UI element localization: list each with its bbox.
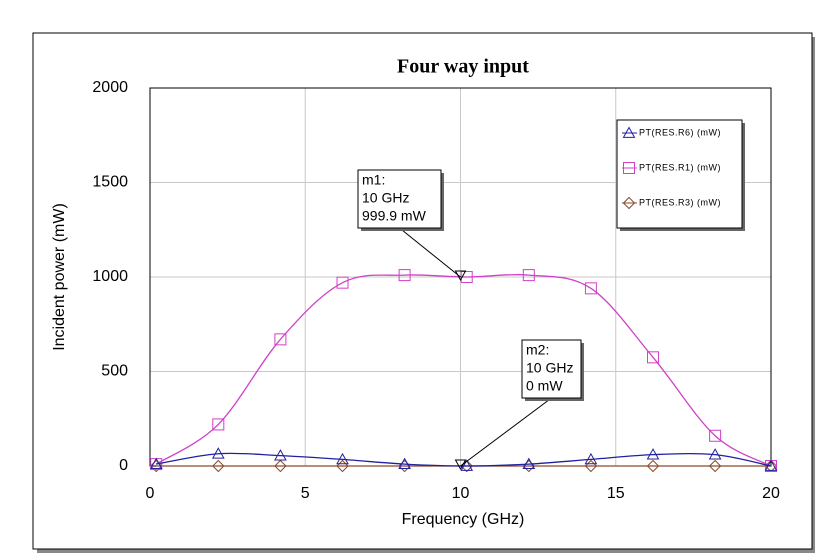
annotation-leader: [399, 227, 461, 278]
annotation-text: 10 GHz: [362, 190, 409, 206]
legend-box: [616, 119, 743, 229]
series-line: [156, 452, 772, 467]
legend-label: PT(RES.R1) (mW): [639, 162, 721, 172]
x-tick-label: 10: [452, 485, 470, 502]
y-tick-label: 2000: [92, 79, 128, 96]
marker: [647, 351, 660, 364]
annotation-marker: [454, 270, 467, 282]
annotation-box: [521, 339, 582, 399]
annotation-marker: [454, 459, 467, 471]
marker: [708, 459, 722, 473]
marker: [398, 457, 411, 470]
x-axis-label: Frequency (GHz): [402, 511, 525, 528]
marker: [398, 269, 411, 282]
chart-title: Four way input: [397, 56, 529, 78]
legend-marker: [622, 196, 636, 210]
marker: [460, 271, 473, 283]
y-axis-label: Incident power (mW): [51, 203, 68, 351]
marker: [211, 447, 225, 459]
legend-marker: [622, 126, 636, 138]
marker: [212, 418, 225, 431]
marker: [460, 459, 474, 471]
marker: [646, 459, 660, 473]
annotation-text: 10 GHz: [526, 360, 573, 376]
marker: [336, 276, 349, 289]
annotation-leader: [460, 397, 552, 467]
x-tick-label: 20: [762, 485, 780, 502]
y-tick-label: 500: [101, 363, 128, 380]
annotation-box: [357, 169, 442, 229]
annotation-text: m2:: [526, 342, 549, 358]
marker: [646, 448, 660, 460]
marker: [584, 452, 598, 465]
legend-marker: [623, 162, 635, 174]
marker: [336, 452, 349, 465]
x-tick-label: 5: [301, 485, 310, 502]
marker: [522, 457, 536, 470]
x-tick-label: 15: [607, 485, 625, 502]
marker: [149, 457, 163, 470]
y-tick-label: 1000: [92, 268, 128, 285]
annotation-text: 0 mW: [526, 378, 563, 394]
y-tick-label: 1500: [92, 174, 128, 191]
series-line: [155, 273, 772, 467]
annotation-text: m1:: [362, 172, 385, 188]
marker: [212, 459, 225, 473]
legend-label: PT(RES.R3) (mW): [639, 197, 721, 207]
marker: [274, 333, 287, 346]
x-tick-label: 0: [146, 485, 155, 502]
legend-label: PT(RES.R6) (mW): [639, 127, 721, 137]
marker: [708, 448, 722, 460]
marker: [274, 449, 287, 461]
marker: [274, 459, 287, 473]
marker: [150, 459, 163, 473]
marker: [584, 282, 597, 295]
annotation-text: 999.9 mW: [362, 208, 427, 224]
marker: [764, 459, 778, 471]
marker: [709, 429, 722, 442]
y-tick-label: 0: [119, 457, 128, 474]
marker: [522, 269, 535, 282]
